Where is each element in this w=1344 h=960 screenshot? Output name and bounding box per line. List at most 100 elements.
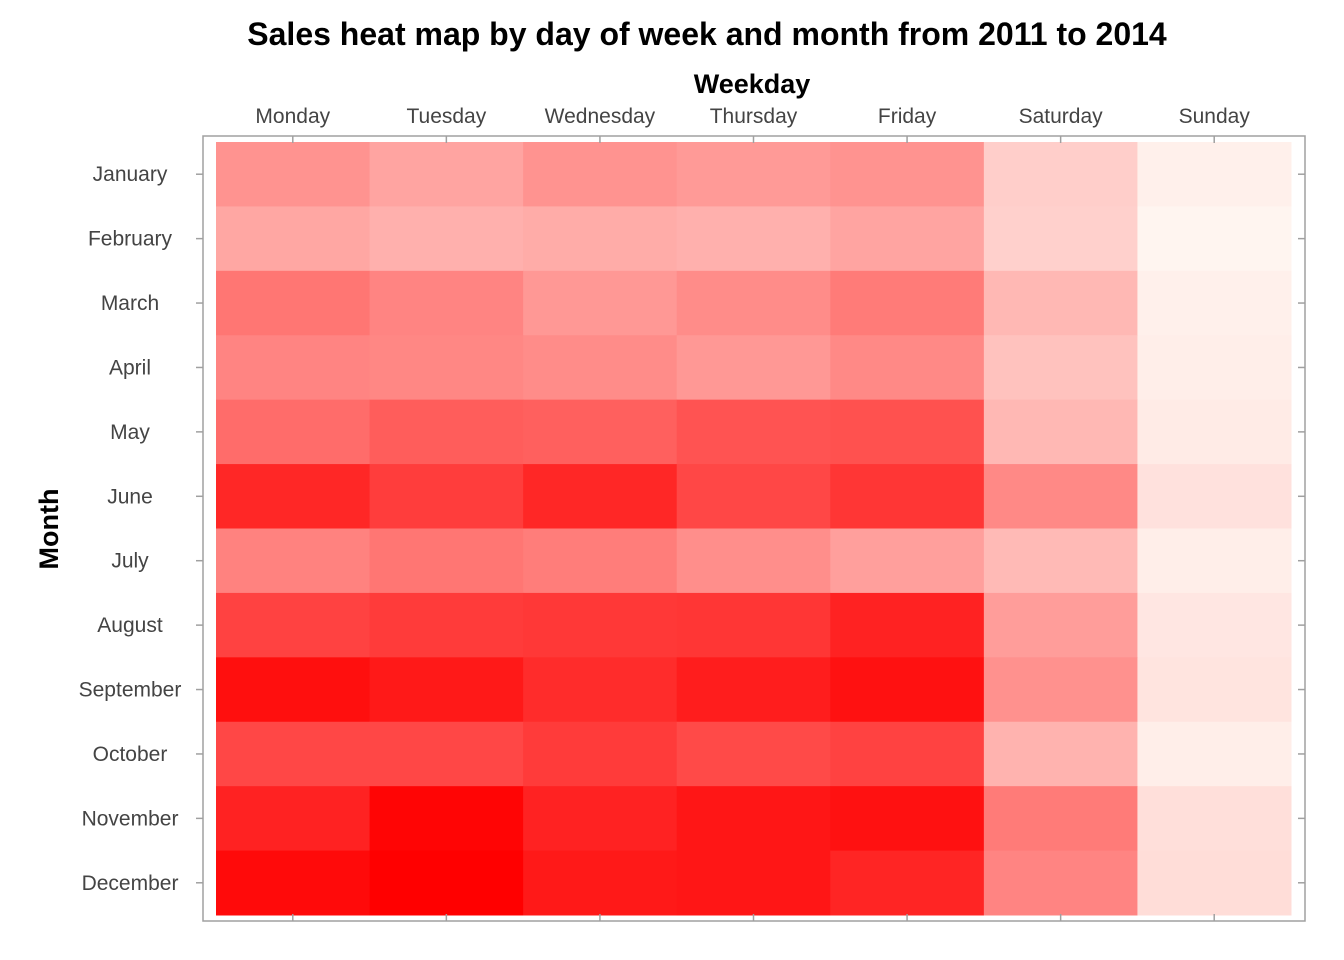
heatmap-cell-december-tuesday bbox=[369, 850, 524, 916]
heatmap-cell-november-tuesday bbox=[369, 786, 524, 852]
heatmap-cell-july-thursday bbox=[676, 528, 831, 594]
heatmap-cell-august-tuesday bbox=[369, 592, 524, 658]
y-tick-label-march: March bbox=[101, 292, 159, 315]
heatmap-cell-july-friday bbox=[830, 528, 985, 594]
heatmap-cell-march-saturday bbox=[983, 270, 1138, 336]
heatmap-cell-july-sunday bbox=[1137, 528, 1292, 594]
heatmap-cell-november-thursday bbox=[676, 786, 831, 852]
heatmap-cell-september-saturday bbox=[983, 657, 1138, 723]
heatmap-cell-may-thursday bbox=[676, 399, 831, 465]
heatmap-cell-january-wednesday bbox=[523, 142, 678, 207]
heatmap-cell-april-monday bbox=[216, 335, 371, 401]
heatmap-cell-july-saturday bbox=[983, 528, 1138, 594]
heatmap-cell-august-thursday bbox=[676, 592, 831, 658]
x-tick-label-tuesday: Tuesday bbox=[406, 105, 486, 128]
heatmap-cell-february-sunday bbox=[1137, 206, 1292, 272]
heatmap-cell-january-saturday bbox=[983, 142, 1138, 207]
heatmap-cell-may-wednesday bbox=[523, 399, 678, 465]
heatmap-cell-april-wednesday bbox=[523, 335, 678, 401]
y-tick-label-august: August bbox=[97, 614, 163, 637]
heatmap-cell-march-friday bbox=[830, 270, 985, 336]
heatmap-cell-june-tuesday bbox=[369, 464, 524, 529]
heatmap-cell-october-tuesday bbox=[369, 721, 524, 787]
heatmap-cell-april-thursday bbox=[676, 335, 831, 401]
heatmap-cell-october-saturday bbox=[983, 721, 1138, 787]
heatmap-cell-february-saturday bbox=[983, 206, 1138, 272]
heatmap-cell-november-saturday bbox=[983, 786, 1138, 852]
y-axis-title: Month bbox=[34, 489, 64, 570]
heatmap-cell-december-wednesday bbox=[523, 850, 678, 916]
heatmap-cell-may-sunday bbox=[1137, 399, 1292, 465]
heatmap-cell-november-sunday bbox=[1137, 786, 1292, 852]
heatmap-cell-june-thursday bbox=[676, 464, 831, 529]
heatmap-cell-november-wednesday bbox=[523, 786, 678, 852]
heatmap-cell-october-monday bbox=[216, 721, 371, 787]
heatmap-cell-june-monday bbox=[216, 464, 371, 529]
heatmap-cell-september-wednesday bbox=[523, 657, 678, 723]
x-tick-labels: Monday Tuesday Wednesday Thursday Friday Satu… bbox=[255, 105, 1250, 128]
heatmap-cell-july-tuesday bbox=[369, 528, 524, 594]
heatmap-cell-april-tuesday bbox=[369, 335, 524, 401]
x-axis-title: Weekday bbox=[694, 69, 811, 99]
y-tick-label-june: June bbox=[107, 485, 153, 508]
heatmap-cell-december-sunday bbox=[1137, 850, 1292, 916]
heatmap-cell-august-sunday bbox=[1137, 592, 1292, 658]
heatmap-cell-june-friday bbox=[830, 464, 985, 529]
heatmap-cell-january-tuesday bbox=[369, 142, 524, 207]
y-tick-label-february: February bbox=[88, 228, 173, 251]
heatmap-cell-november-friday bbox=[830, 786, 985, 852]
heatmap-cell-november-monday bbox=[216, 786, 371, 852]
heatmap-cell-may-monday bbox=[216, 399, 371, 465]
heatmap-cell-april-friday bbox=[830, 335, 985, 401]
y-tick-label-september: September bbox=[79, 679, 182, 702]
heatmap-cell-june-sunday bbox=[1137, 464, 1292, 529]
heatmap-cells bbox=[216, 142, 1292, 916]
heatmap-cell-december-saturday bbox=[983, 850, 1138, 916]
heatmap-cell-march-wednesday bbox=[523, 270, 678, 336]
heatmap-cell-may-friday bbox=[830, 399, 985, 465]
x-tick-label-saturday: Saturday bbox=[1019, 105, 1104, 128]
heatmap-cell-september-thursday bbox=[676, 657, 831, 723]
heatmap-cell-june-saturday bbox=[983, 464, 1138, 529]
heatmap-cell-february-tuesday bbox=[369, 206, 524, 272]
heatmap-cell-july-monday bbox=[216, 528, 371, 594]
y-tick-label-may: May bbox=[110, 421, 150, 444]
heatmap-cell-september-friday bbox=[830, 657, 985, 723]
heatmap-cell-august-wednesday bbox=[523, 592, 678, 658]
heatmap-cell-august-friday bbox=[830, 592, 985, 658]
heatmap-cell-october-wednesday bbox=[523, 721, 678, 787]
y-tick-label-january: January bbox=[93, 163, 168, 186]
y-tick-label-december: December bbox=[82, 872, 179, 895]
heatmap-cell-august-saturday bbox=[983, 592, 1138, 658]
heatmap-cell-april-sunday bbox=[1137, 335, 1292, 401]
heatmap-cell-may-saturday bbox=[983, 399, 1138, 465]
x-tick-label-thursday: Thursday bbox=[710, 105, 798, 128]
heatmap-cell-march-tuesday bbox=[369, 270, 524, 336]
heatmap-cell-december-monday bbox=[216, 850, 371, 916]
heatmap-cell-december-friday bbox=[830, 850, 985, 916]
heatmap-cell-june-wednesday bbox=[523, 464, 678, 529]
x-tick-label-monday: Monday bbox=[255, 105, 330, 128]
heatmap-cell-february-monday bbox=[216, 206, 371, 272]
heatmap-cell-october-sunday bbox=[1137, 721, 1292, 787]
heatmap-cell-january-sunday bbox=[1137, 142, 1292, 207]
heatmap-cell-september-sunday bbox=[1137, 657, 1292, 723]
heatmap-cell-february-wednesday bbox=[523, 206, 678, 272]
y-tick-label-october: October bbox=[93, 743, 168, 766]
heatmap-cell-may-tuesday bbox=[369, 399, 524, 465]
heatmap-cell-january-thursday bbox=[676, 142, 831, 207]
y-tick-labels: January February March April May June July Augu… bbox=[79, 163, 182, 895]
axis-ticks bbox=[196, 136, 1305, 921]
heatmap-cell-september-monday bbox=[216, 657, 371, 723]
x-tick-label-friday: Friday bbox=[878, 105, 937, 128]
heatmap-cell-august-monday bbox=[216, 592, 371, 658]
heatmap-cell-october-thursday bbox=[676, 721, 831, 787]
heatmap-cell-march-thursday bbox=[676, 270, 831, 336]
chart-title: Sales heat map by day of week and month … bbox=[247, 16, 1167, 52]
heatmap-cell-february-thursday bbox=[676, 206, 831, 272]
y-tick-label-july: July bbox=[111, 550, 149, 573]
heatmap-cell-january-friday bbox=[830, 142, 985, 207]
heatmap-cell-march-sunday bbox=[1137, 270, 1292, 336]
heatmap-cell-july-wednesday bbox=[523, 528, 678, 594]
